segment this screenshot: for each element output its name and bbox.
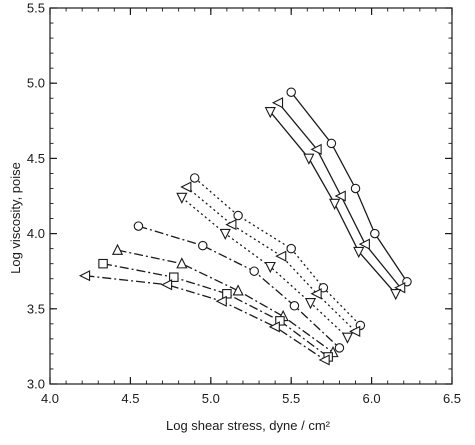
triangle-down-marker xyxy=(303,153,315,165)
circle-marker xyxy=(233,210,243,221)
x-tick-label: 5.5 xyxy=(282,391,300,406)
series-9 xyxy=(78,270,330,366)
x-tick-label: 6.5 xyxy=(443,391,461,406)
triangle-down-marker xyxy=(264,261,276,274)
x-tick-label: 5.0 xyxy=(202,391,220,406)
triangle-left-marker xyxy=(349,325,361,337)
series-1 xyxy=(271,97,406,294)
circle-marker xyxy=(326,138,337,149)
square-marker xyxy=(169,272,179,282)
circle-marker xyxy=(334,343,345,353)
triangle-left-marker xyxy=(268,321,280,333)
square-marker xyxy=(275,316,285,326)
x-tick-label: 4.0 xyxy=(41,391,59,406)
series-line xyxy=(85,275,326,361)
triangle-down-marker xyxy=(390,289,402,301)
triangle-left-marker xyxy=(215,295,227,307)
circle-marker xyxy=(133,221,144,231)
triangle-left-marker xyxy=(225,218,237,231)
circle-marker xyxy=(189,173,200,183)
plot-area xyxy=(49,7,453,385)
series-6 xyxy=(133,221,345,353)
x-tick-label: 4.5 xyxy=(121,391,139,406)
axes-layer: 4.0 4.5 5.0 5.5 6.0 6.5 3.0 3.5 4.0 4.5 5.0 5.5 xyxy=(27,1,461,407)
series-layer xyxy=(78,87,412,366)
y-tick-label: 3.0 xyxy=(27,377,45,392)
y-tick-label: 5.0 xyxy=(27,76,45,91)
series-5 xyxy=(176,192,354,344)
series-line xyxy=(290,91,408,283)
triangle-up-marker xyxy=(232,284,244,296)
circle-marker xyxy=(286,87,296,97)
series-3 xyxy=(189,173,366,331)
triangle-left-marker xyxy=(160,279,173,291)
circle-marker xyxy=(249,266,259,276)
triangle-left-marker xyxy=(358,238,370,250)
series-8 xyxy=(98,258,333,362)
series-2 xyxy=(264,107,402,301)
y-tick-label: 4.0 xyxy=(27,226,45,241)
circle-marker xyxy=(370,228,380,239)
x-axis-label: Log shear stress, dyne / cm² xyxy=(166,418,331,433)
triangle-down-marker xyxy=(304,298,317,310)
triangle-left-marker xyxy=(318,354,330,366)
triangle-left-marker xyxy=(334,190,346,202)
triangle-down-marker xyxy=(341,332,354,344)
series-line xyxy=(181,197,348,338)
y-tick-label: 5.5 xyxy=(27,1,45,16)
series-line xyxy=(117,249,334,353)
triangle-left-marker xyxy=(310,288,322,300)
triangle-down-marker xyxy=(353,246,365,259)
triangle-up-marker xyxy=(111,243,124,255)
y-axis-label: Log viscosity, poise xyxy=(8,162,23,274)
triangle-down-marker xyxy=(329,198,341,210)
triangle-left-marker xyxy=(180,181,192,193)
circle-marker xyxy=(198,240,208,251)
square-marker xyxy=(222,289,232,299)
triangle-left-marker xyxy=(271,97,284,109)
series-0 xyxy=(286,87,412,287)
square-marker xyxy=(98,258,108,269)
triangle-left-marker xyxy=(78,270,91,282)
circle-marker xyxy=(286,243,296,254)
plot-frame xyxy=(49,7,453,385)
triangle-up-marker xyxy=(176,257,188,269)
triangle-down-marker xyxy=(176,192,188,204)
triangle-down-marker xyxy=(264,107,276,119)
y-tick-label: 3.5 xyxy=(27,301,45,316)
triangle-left-marker xyxy=(310,143,322,155)
triangle-left-marker xyxy=(275,250,287,262)
circle-marker xyxy=(350,183,361,194)
y-tick-label: 4.5 xyxy=(27,151,45,166)
series-4 xyxy=(180,181,361,337)
circle-marker xyxy=(289,301,300,311)
x-tick-label: 6.0 xyxy=(363,391,381,406)
triangle-down-marker xyxy=(219,228,231,241)
